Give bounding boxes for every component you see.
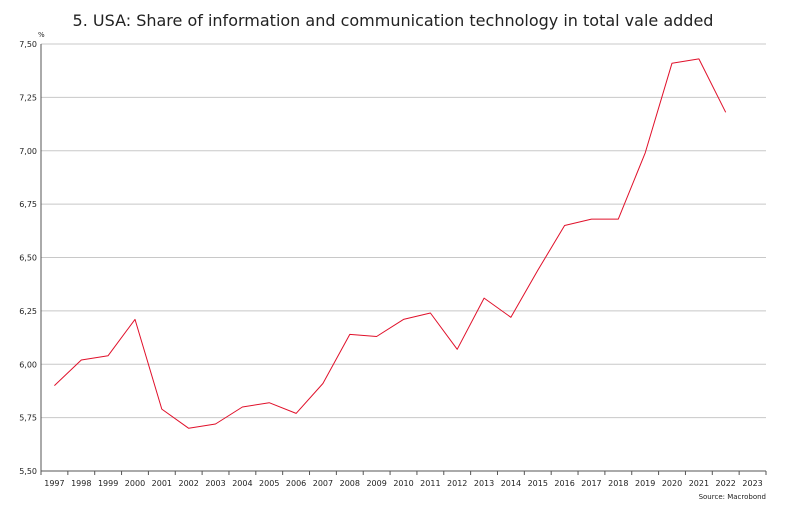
data-point — [644, 152, 646, 154]
data-point — [241, 406, 243, 408]
chart-title: 5. USA: Share of information and communi… — [73, 11, 714, 30]
data-point — [483, 297, 485, 299]
data-point — [510, 316, 512, 318]
x-tick-label: 1998 — [71, 479, 91, 488]
data-point — [268, 401, 270, 403]
y-tick-label: 5,75 — [19, 414, 37, 423]
data-point — [161, 408, 163, 410]
x-tick-label: 2014 — [501, 479, 521, 488]
y-tick-label: 6,25 — [19, 307, 37, 316]
x-tick-label: 2003 — [205, 479, 225, 488]
x-tick-label: 2005 — [259, 479, 279, 488]
data-point — [187, 427, 189, 429]
x-axis: 1997 1998 1999 2000 2001 2002 2003 2004 2005 2006… — [40, 470, 767, 488]
data-point — [107, 355, 109, 357]
source-note: Source: Macrobond — [699, 493, 766, 501]
data-point — [563, 224, 565, 226]
data-point — [349, 333, 351, 335]
x-tick-label: 2006 — [286, 479, 306, 488]
x-tick-label: 2018 — [608, 479, 628, 488]
x-tick-label: 2011 — [420, 479, 440, 488]
data-point — [295, 412, 297, 414]
x-tick-label: 2000 — [125, 479, 145, 488]
data-point — [214, 423, 216, 425]
data-point — [725, 111, 727, 113]
series-layer — [53, 58, 727, 429]
y-tick-label: 7,00 — [19, 147, 37, 156]
x-tick-label: 2009 — [366, 479, 386, 488]
y-tick-label: 6,00 — [19, 360, 37, 369]
data-point — [698, 58, 700, 60]
data-point — [53, 384, 55, 386]
grid-layer — [41, 43, 766, 472]
data-point — [590, 218, 592, 220]
x-tick-label: 2010 — [393, 479, 413, 488]
x-tick-label: 2020 — [662, 479, 682, 488]
data-point — [322, 382, 324, 384]
x-tick-label: 2007 — [313, 479, 333, 488]
x-tick-label: 1997 — [44, 479, 64, 488]
y-tick-label: 6,50 — [19, 254, 37, 263]
y-tick-label: 5,50 — [19, 467, 37, 476]
x-tick-label: 2016 — [554, 479, 574, 488]
x-tick-label: 2004 — [232, 479, 252, 488]
x-tick-label: 2012 — [447, 479, 467, 488]
y-tick-label: 7,25 — [19, 93, 37, 102]
x-tick-label: 2002 — [179, 479, 199, 488]
x-tick-label: 2013 — [474, 479, 494, 488]
data-point — [617, 218, 619, 220]
data-point — [375, 335, 377, 337]
series-line-ict-share — [54, 58, 727, 429]
y-tick-label: 6,75 — [19, 200, 37, 209]
x-tick-label: 2008 — [340, 479, 360, 488]
data-point — [429, 312, 431, 314]
data-point — [537, 269, 539, 271]
x-tick-label: 2001 — [152, 479, 172, 488]
data-point — [402, 318, 404, 320]
data-point — [456, 348, 458, 350]
data-point — [671, 62, 673, 64]
y-axis-unit-label: % — [38, 31, 45, 39]
x-tick-label: 2015 — [528, 479, 548, 488]
y-tick-label: 7,50 — [19, 40, 37, 49]
y-axis: 5,50 5,75 6,00 6,25 6,50 6,75 7,00 7,25 7,50 — [19, 40, 42, 476]
data-point — [80, 359, 82, 361]
x-tick-label: 2019 — [635, 479, 655, 488]
data-point — [134, 318, 136, 320]
x-tick-label: 2021 — [689, 479, 709, 488]
x-tick-label: 2017 — [581, 479, 601, 488]
x-tick-label: 2023 — [742, 479, 762, 488]
x-tick-label: 1999 — [98, 479, 118, 488]
x-tick-label: 2022 — [716, 479, 736, 488]
